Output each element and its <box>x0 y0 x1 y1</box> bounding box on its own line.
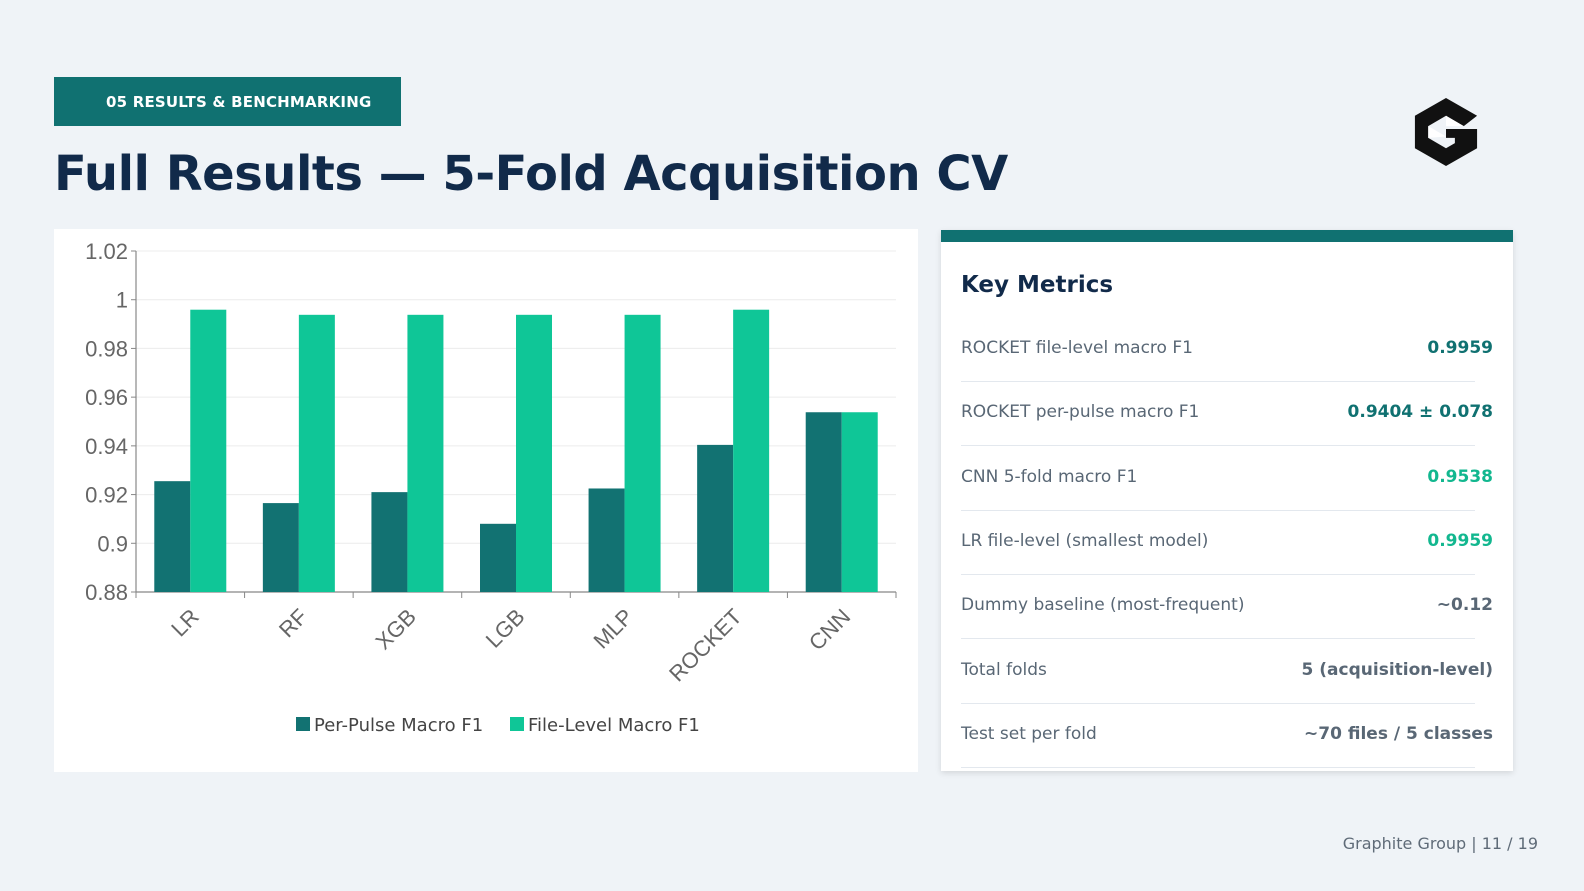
graphite-g-logo-icon <box>1409 95 1483 169</box>
metric-value: 0.9959 <box>1427 338 1493 358</box>
bar-chart-svg: 1.02 1 0.98 0.96 0.94 0.92 0.9 0.88 LR RF XGB LGB ML… <box>85 239 897 736</box>
x-tick-label: ROCKET <box>664 604 747 687</box>
metric-value: 5 (acquisition-level) <box>1301 659 1493 680</box>
metric-value: ~70 files / 5 classes <box>1304 723 1493 744</box>
metric-row: ROCKET per-pulse macro F1 0.9404 ± 0.078 <box>961 382 1493 447</box>
metric-row: Dummy baseline (most-frequent) ~0.12 <box>961 575 1493 640</box>
metric-row: CNN 5-fold macro F1 0.9538 <box>961 447 1493 511</box>
metric-label: CNN 5-fold macro F1 <box>961 466 1138 487</box>
metric-label: ROCKET per-pulse macro F1 <box>961 402 1200 423</box>
y-tick-label: 0.9 <box>97 531 128 556</box>
bar-per-pulse <box>697 444 734 592</box>
bar-file-level <box>190 309 227 592</box>
x-tick-label: MLP <box>588 604 638 654</box>
y-tick-label: 0.96 <box>85 385 128 410</box>
metric-row: Test set per fold ~70 files / 5 classes <box>961 704 1493 768</box>
section-tag: 05 RESULTS & BENCHMARKING <box>54 77 401 126</box>
x-tick-label: LGB <box>481 604 530 653</box>
metric-row: LR file-level (smallest model) 0.9959 <box>961 511 1493 575</box>
y-tick-label: 0.98 <box>85 336 128 361</box>
y-tick-label: 0.88 <box>85 580 128 605</box>
bar-file-level <box>298 314 335 592</box>
metric-row: Total folds 5 (acquisition-level) <box>961 640 1493 704</box>
bar-per-pulse <box>805 412 842 592</box>
bar-per-pulse <box>480 523 516 592</box>
metric-value: 0.9959 <box>1427 530 1493 551</box>
metric-value: 0.9538 <box>1427 466 1493 487</box>
bar-file-level <box>624 314 661 592</box>
legend-swatch <box>510 717 524 731</box>
bar-file-level <box>841 412 878 592</box>
y-tick-label: 0.94 <box>85 434 128 459</box>
legend-label: Per-Pulse Macro F1 <box>314 715 483 736</box>
metric-label: ROCKET file-level macro F1 <box>961 338 1193 358</box>
bar-file-level <box>516 314 552 592</box>
metric-row: ROCKET file-level macro F1 0.9959 <box>961 318 1493 382</box>
bar-per-pulse <box>588 488 625 592</box>
bar-per-pulse <box>154 481 191 592</box>
y-tick-label: 1 <box>116 288 128 313</box>
legend-swatch <box>296 717 310 731</box>
metric-label: Test set per fold <box>961 723 1097 744</box>
bar-per-pulse <box>262 503 299 592</box>
x-tick-label: CNN <box>804 604 855 655</box>
metric-label: Dummy baseline (most-frequent) <box>961 595 1245 616</box>
y-tick-label: 0.92 <box>85 483 128 508</box>
panel-title: Key Metrics <box>961 272 1114 298</box>
bar-per-pulse <box>371 492 408 592</box>
x-tick-label: LR <box>166 604 204 642</box>
legend-label: File-Level Macro F1 <box>528 715 700 736</box>
metric-label: Total folds <box>961 659 1047 680</box>
footer-page-info: Graphite Group | 11 / 19 <box>1342 834 1538 853</box>
bar-file-level <box>733 309 770 592</box>
y-tick-label: 1.02 <box>85 239 128 264</box>
metric-value: ~0.12 <box>1436 595 1493 616</box>
metric-value: 0.9404 ± 0.078 <box>1347 402 1493 423</box>
metric-label: LR file-level (smallest model) <box>961 530 1209 551</box>
x-tick-label: RF <box>274 604 312 642</box>
bar-file-level <box>407 314 444 592</box>
x-tick-label: XGB <box>370 604 421 655</box>
bar-chart: 1.02 1 0.98 0.96 0.94 0.92 0.9 0.88 LR RF XGB LGB ML… <box>54 229 918 772</box>
page-title: Full Results — 5-Fold Acquisition CV <box>54 146 1008 202</box>
key-metrics-panel: Key Metrics ROCKET file-level macro F1 0.… <box>941 230 1513 771</box>
